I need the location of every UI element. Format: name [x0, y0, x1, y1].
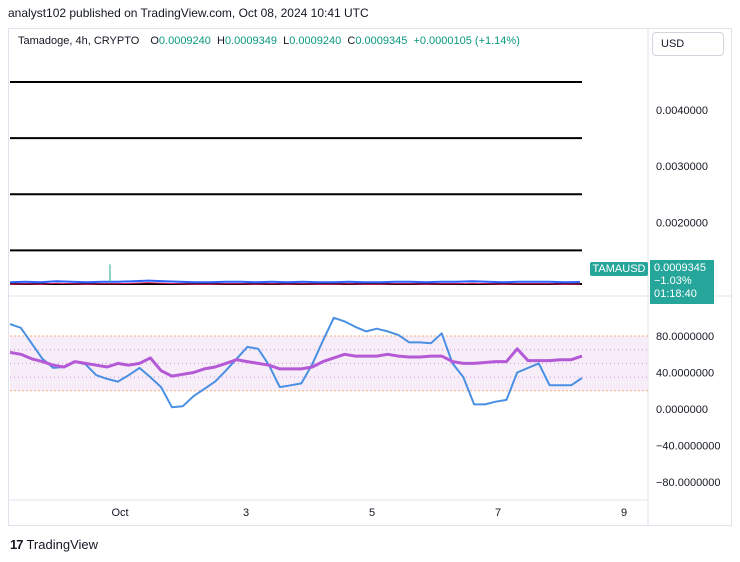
- indicator-axis-tick: −40.0000000: [656, 441, 721, 453]
- time-axis-tick: 5: [369, 507, 375, 519]
- tradingview-logo-icon: 17: [10, 537, 24, 552]
- time-axis-tick: Oct: [111, 507, 128, 519]
- bar-countdown: 01:18:40: [654, 288, 697, 300]
- currency-button[interactable]: USD: [652, 32, 724, 56]
- last-price: 0.0009345: [654, 262, 706, 274]
- close-label: C: [347, 35, 356, 47]
- price-axis-tick: 0.0040000: [656, 105, 708, 117]
- symbol-tag: TAMAUSD: [590, 262, 648, 276]
- time-axis-tick: 3: [243, 507, 249, 519]
- high-value: 0.0009349: [224, 35, 277, 47]
- stochastic-d-line: [9, 347, 583, 378]
- indicator-axis-tick: −80.0000000: [656, 477, 721, 489]
- symbol-label[interactable]: Tamadoge, 4h, CRYPTO: [18, 35, 140, 47]
- low-label: L: [283, 35, 290, 47]
- brand-name: TradingView: [26, 537, 99, 552]
- high-label: H: [217, 35, 225, 47]
- close-value: 0.0009345: [355, 35, 408, 47]
- stochastic-k-line: [9, 316, 583, 409]
- open-label: O: [150, 35, 159, 47]
- indicator-axis-tick: 80.0000000: [656, 331, 714, 343]
- moving-average-line: [9, 282, 581, 285]
- price-line: [9, 279, 581, 284]
- publish-header: analyst102 published on TradingView.com,…: [8, 6, 369, 20]
- price-axis-tick: 0.0020000: [656, 217, 708, 229]
- low-value: 0.0009240: [289, 35, 342, 47]
- indicator-axis-tick: 0.0000000: [656, 404, 708, 416]
- time-axis-tick: 7: [495, 507, 501, 519]
- time-axis-tick: 9: [621, 507, 627, 519]
- chart-frame: [8, 28, 732, 526]
- indicator-axis-tick: 40.0000000: [656, 368, 714, 380]
- last-change: −1.03%: [654, 275, 692, 287]
- open-value: 0.0009240: [158, 35, 211, 47]
- change-value: +0.0000105 (+1.14%): [413, 35, 520, 47]
- last-price-tag: 0.0009345 −1.03% 01:18:40: [650, 260, 714, 304]
- ohlc-legend: Tamadoge, 4h, CRYPTO O0.0009240 H0.00093…: [18, 35, 520, 47]
- footer-brand[interactable]: 17 TradingView: [10, 537, 98, 552]
- stochastic-band-fill: [10, 336, 648, 391]
- price-axis-tick: 0.0030000: [656, 161, 708, 173]
